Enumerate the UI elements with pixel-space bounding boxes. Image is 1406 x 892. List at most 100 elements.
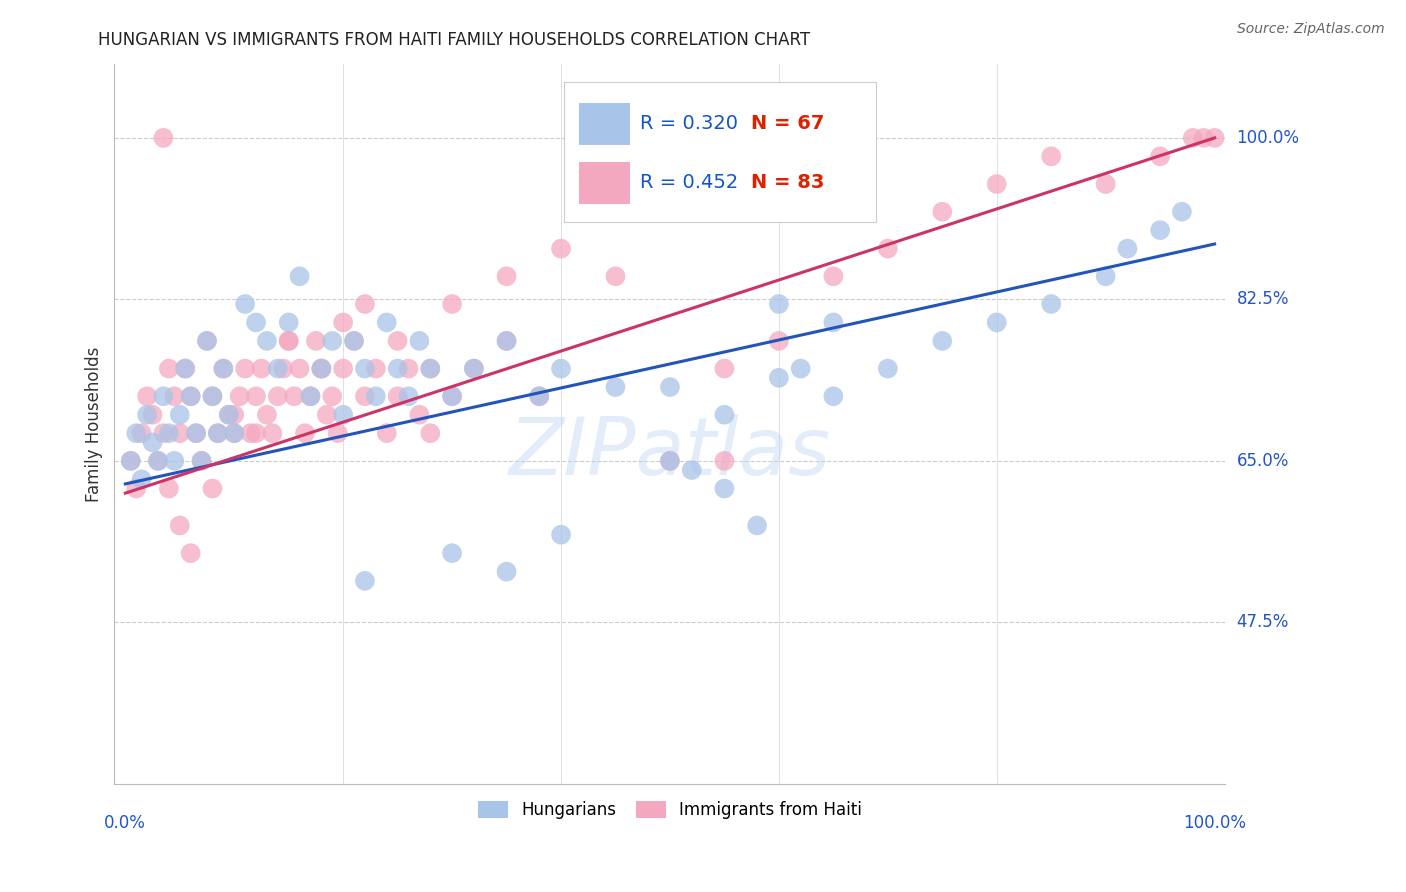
Point — [823, 389, 845, 403]
Text: R = 0.320: R = 0.320 — [640, 114, 738, 133]
Point — [190, 454, 212, 468]
Point — [354, 297, 377, 311]
Point — [986, 177, 1008, 191]
Point — [713, 482, 735, 496]
Text: R = 0.452: R = 0.452 — [640, 173, 738, 193]
Point — [495, 334, 517, 348]
Point — [163, 454, 186, 468]
Point — [681, 463, 703, 477]
Point — [326, 426, 349, 441]
Point — [1192, 131, 1215, 145]
Point — [1040, 297, 1063, 311]
Point — [152, 389, 174, 403]
Point — [311, 361, 333, 376]
Point — [1094, 177, 1116, 191]
Point — [354, 389, 377, 403]
Point — [288, 269, 311, 284]
Point — [125, 426, 148, 441]
Point — [136, 389, 159, 403]
Point — [1040, 149, 1063, 163]
Text: 82.5%: 82.5% — [1237, 291, 1289, 309]
Point — [190, 454, 212, 468]
Point — [354, 574, 377, 588]
Point — [256, 408, 278, 422]
Point — [169, 408, 191, 422]
Text: 100.0%: 100.0% — [1237, 128, 1299, 147]
Point — [495, 269, 517, 284]
Point — [343, 334, 366, 348]
Point — [398, 361, 420, 376]
Point — [441, 389, 464, 403]
Point — [1181, 131, 1204, 145]
Point — [174, 361, 197, 376]
Point — [262, 426, 284, 441]
Point — [364, 361, 387, 376]
Point — [201, 389, 224, 403]
Point — [332, 361, 354, 376]
Point — [1149, 223, 1171, 237]
Point — [768, 371, 790, 385]
Text: Source: ZipAtlas.com: Source: ZipAtlas.com — [1237, 22, 1385, 37]
Point — [125, 482, 148, 496]
Point — [157, 361, 180, 376]
Point — [364, 389, 387, 403]
Point — [713, 454, 735, 468]
Point — [120, 454, 142, 468]
Point — [277, 334, 299, 348]
Point — [495, 334, 517, 348]
Point — [299, 389, 322, 403]
Point — [224, 426, 246, 441]
Point — [120, 454, 142, 468]
Point — [245, 389, 267, 403]
Point — [931, 204, 953, 219]
Point — [136, 408, 159, 422]
Point — [131, 426, 153, 441]
Point — [250, 361, 273, 376]
Point — [218, 408, 240, 422]
Point — [332, 408, 354, 422]
Point — [931, 334, 953, 348]
Point — [550, 242, 572, 256]
Point — [789, 361, 811, 376]
Point — [398, 389, 420, 403]
Point — [463, 361, 485, 376]
Point — [343, 334, 366, 348]
Point — [823, 315, 845, 329]
Point — [495, 565, 517, 579]
Point — [267, 389, 290, 403]
Point — [332, 315, 354, 329]
Point — [224, 426, 246, 441]
Text: HUNGARIAN VS IMMIGRANTS FROM HAITI FAMILY HOUSEHOLDS CORRELATION CHART: HUNGARIAN VS IMMIGRANTS FROM HAITI FAMIL… — [98, 31, 810, 49]
Point — [201, 482, 224, 496]
Point — [271, 361, 294, 376]
Point — [419, 361, 441, 376]
Point — [305, 334, 328, 348]
Point — [224, 408, 246, 422]
FancyBboxPatch shape — [579, 162, 630, 204]
Point — [283, 389, 305, 403]
Point — [294, 426, 316, 441]
Point — [228, 389, 250, 403]
Point — [288, 361, 311, 376]
Point — [277, 334, 299, 348]
Point — [876, 361, 898, 376]
Point — [605, 380, 627, 394]
Point — [605, 269, 627, 284]
Point — [408, 408, 430, 422]
Point — [239, 426, 262, 441]
Text: 100.0%: 100.0% — [1182, 814, 1246, 832]
Point — [658, 380, 681, 394]
Point — [256, 334, 278, 348]
Point — [321, 334, 343, 348]
Point — [419, 361, 441, 376]
Point — [441, 546, 464, 560]
Point — [441, 297, 464, 311]
Point — [1094, 269, 1116, 284]
Point — [876, 242, 898, 256]
Point — [152, 131, 174, 145]
Point — [375, 426, 398, 441]
Point — [768, 297, 790, 311]
Point — [768, 334, 790, 348]
Point — [387, 334, 409, 348]
Point — [201, 389, 224, 403]
